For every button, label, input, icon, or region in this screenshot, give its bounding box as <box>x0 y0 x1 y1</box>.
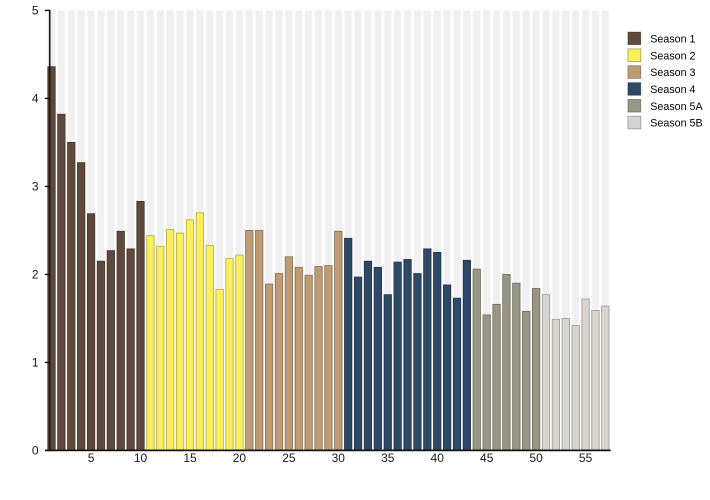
svg-text:30: 30 <box>332 451 346 465</box>
svg-text:20: 20 <box>233 451 247 465</box>
svg-text:5: 5 <box>88 451 95 465</box>
svg-text:45: 45 <box>480 451 494 465</box>
svg-text:Season 5B: Season 5B <box>650 118 702 130</box>
svg-text:Season 2: Season 2 <box>650 50 695 62</box>
svg-text:1: 1 <box>32 356 39 370</box>
svg-text:0: 0 <box>32 444 39 458</box>
svg-text:10: 10 <box>134 451 148 465</box>
svg-text:55: 55 <box>579 451 593 465</box>
svg-text:5: 5 <box>32 4 39 18</box>
svg-text:2: 2 <box>32 268 39 282</box>
svg-text:40: 40 <box>431 451 445 465</box>
svg-text:35: 35 <box>381 451 395 465</box>
svg-text:Season 4: Season 4 <box>650 84 695 96</box>
svg-text:4: 4 <box>32 92 39 106</box>
svg-text:50: 50 <box>529 451 543 465</box>
svg-text:Season 3: Season 3 <box>650 67 695 79</box>
svg-text:3: 3 <box>32 180 39 194</box>
svg-text:Season 5A: Season 5A <box>650 101 703 113</box>
svg-text:Season 1: Season 1 <box>650 34 695 46</box>
svg-text:15: 15 <box>183 451 197 465</box>
svg-text:25: 25 <box>282 451 296 465</box>
